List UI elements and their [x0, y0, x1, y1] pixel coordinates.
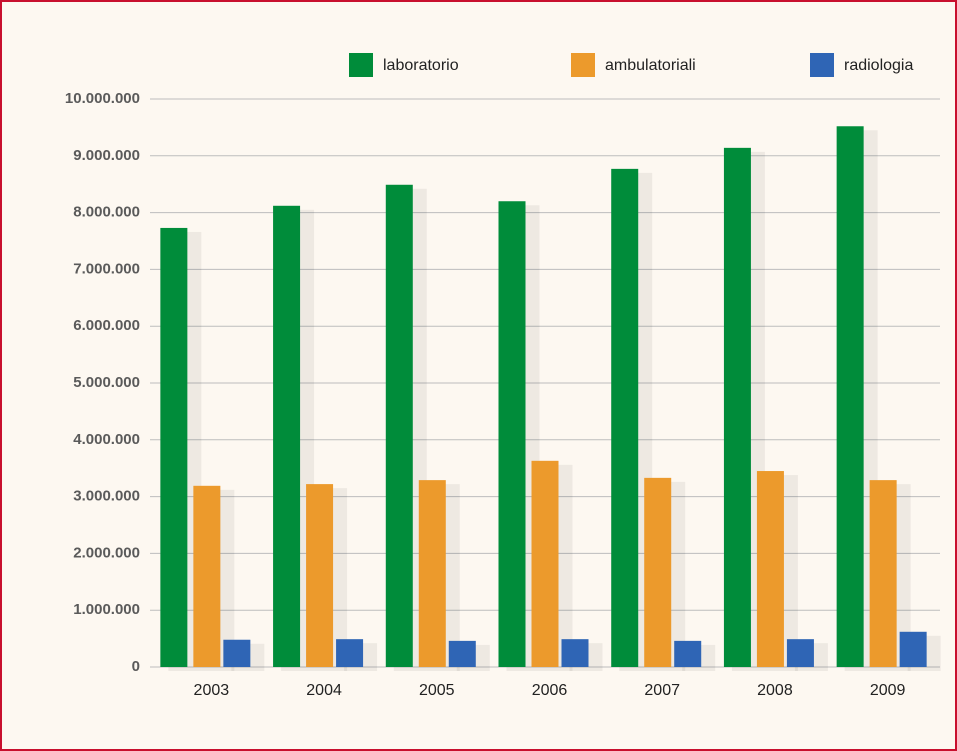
bar: [899, 631, 927, 667]
y-tick-label: 2.000.000: [73, 544, 140, 561]
y-tick-label: 0: [132, 658, 140, 675]
y-tick-label: 7.000.000: [73, 260, 140, 277]
bar: [418, 480, 446, 667]
bar: [756, 471, 784, 667]
x-tick-label: 2009: [870, 682, 906, 699]
legend-label: laboratorio: [383, 57, 459, 74]
legend-label: ambulatoriali: [605, 57, 696, 74]
legend-swatch: [571, 53, 595, 77]
x-tick-label: 2006: [532, 682, 568, 699]
y-tick-label: 9.000.000: [73, 147, 140, 164]
x-tick-label: 2008: [757, 682, 793, 699]
bar: [498, 201, 526, 668]
bar: [611, 168, 639, 667]
y-tick-label: 5.000.000: [73, 374, 140, 391]
bar: [223, 639, 251, 667]
x-tick-label: 2003: [194, 682, 230, 699]
bar: [674, 640, 702, 667]
y-tick-label: 8.000.000: [73, 204, 140, 221]
y-tick-label: 10.000.000: [65, 90, 140, 107]
bar: [336, 639, 364, 667]
y-tick-label: 3.000.000: [73, 488, 140, 505]
bar: [786, 639, 814, 667]
bar: [385, 184, 413, 667]
bar: [561, 639, 589, 667]
y-tick-label: 6.000.000: [73, 317, 140, 334]
bar: [160, 227, 188, 667]
bar: [836, 126, 864, 668]
bar: [273, 205, 301, 667]
x-tick-label: 2005: [419, 682, 455, 699]
bar: [869, 480, 897, 667]
bar: [306, 484, 334, 667]
bar: [193, 485, 221, 667]
bar: [531, 460, 559, 667]
y-tick-label: 1.000.000: [73, 601, 140, 618]
x-tick-label: 2004: [306, 682, 342, 699]
bar: [723, 147, 751, 667]
legend-swatch: [349, 53, 373, 77]
y-tick-label: 4.000.000: [73, 431, 140, 448]
legend-swatch: [810, 53, 834, 77]
bar: [448, 640, 476, 667]
legend-label: radiologia: [844, 57, 913, 74]
x-tick-label: 2007: [644, 682, 680, 699]
bar: [644, 477, 672, 667]
